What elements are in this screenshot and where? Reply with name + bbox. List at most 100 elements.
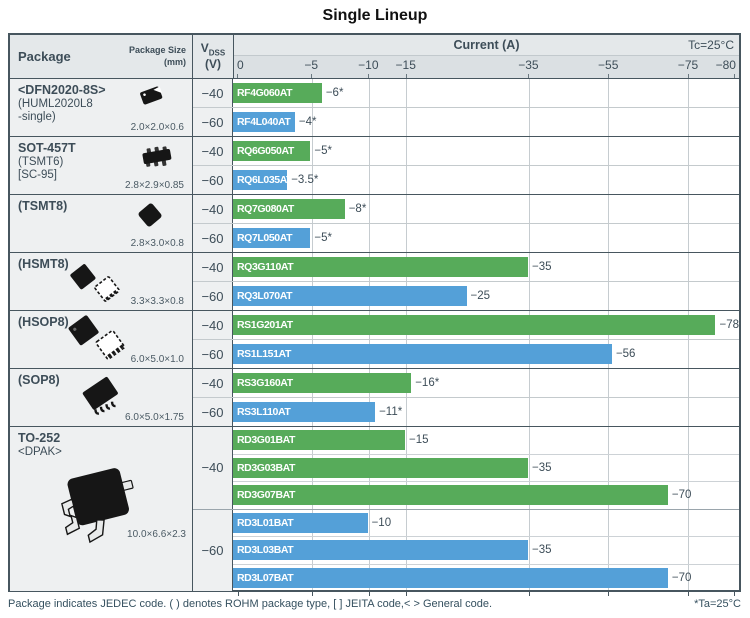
current-bar: RQ6L035AT: [233, 170, 288, 190]
package-cell: (SOP8) 6.0×5.0×1.75: [10, 369, 193, 426]
vdss-group: −40 RD3G01BAT −15 RD3G03BAT −35 RD3G07BAT −70: [193, 427, 739, 510]
sop8-package-icon: [76, 373, 128, 420]
bar-row: RS3L110AT −11*: [233, 398, 739, 426]
package-cell: (HSMT8) 3.3×3.3×0.8: [10, 253, 193, 310]
header-current-label: Current (A): [453, 38, 520, 52]
hsmt8-package-icon: [60, 261, 130, 310]
axis-tick-label: −55: [598, 58, 619, 72]
vdss-group: −40 RS3G160AT −16*: [193, 369, 739, 398]
footer-condition-note: *Ta=25°C: [694, 598, 741, 610]
package-row: (TSMT8) 2.8×3.0×0.8 −40 RQ7G080AT −8* −60 RQ7L…: [10, 195, 739, 253]
package-row-body: −40 RD3G01BAT −15 RD3G03BAT −35 RD3G07BAT −70−…: [193, 427, 739, 591]
bar-list: RS3L110AT −11*: [233, 398, 739, 426]
bar-row: RS1L151AT −56: [233, 340, 739, 368]
axis-tickmark: [312, 592, 314, 596]
vdss-group: −60 RD3L01BAT −10 RD3L03BAT −35 RD3L07BAT −70: [193, 509, 739, 592]
current-bar: RQ3G110AT: [233, 257, 528, 277]
current-bar: RS3G160AT: [233, 373, 412, 393]
package-size: 3.3×3.3×0.8: [130, 296, 184, 307]
package-size: 2.0×2.0×0.6: [130, 122, 184, 133]
current-value-label: −16*: [415, 377, 440, 389]
package-name: (HSOP8): [18, 315, 69, 329]
bar-row: RD3G01BAT −15: [233, 427, 739, 455]
bar-row: RD3L07BAT −70: [233, 565, 739, 592]
vdss-group: −60 RQ6L035AT −3.5*: [193, 166, 739, 194]
package-row: TO-252 <DPAK> 10.0×6.6×2.3 −40 RD3G01BAT −15 R…: [10, 427, 739, 591]
vdss-group: −60 RF4L040AT −4*: [193, 108, 739, 136]
header-condition-label: Tc=25°C: [688, 38, 734, 52]
current-bar: RD3G01BAT: [233, 430, 406, 451]
bar-list: RQ3L070AT −25: [233, 282, 739, 310]
axis-tickmark: [528, 592, 530, 596]
package-cell: (TSMT8) 2.8×3.0×0.8: [10, 195, 193, 252]
vdss-cell: −60: [193, 282, 233, 310]
vdss-cell: −60: [193, 398, 233, 426]
vdss-cell: −40: [193, 195, 233, 223]
bar-row: RQ7L050AT −5*: [233, 224, 739, 252]
vdss-cell: −60: [193, 166, 233, 194]
page-title: Single Lineup: [322, 7, 428, 24]
lineup-table: Package Package Size (mm) VDSS (V) Curre…: [8, 33, 741, 592]
sot457t-package-icon: [138, 143, 176, 176]
package-name: TO-252: [18, 431, 61, 445]
bar-row: RD3G03BAT −35: [233, 455, 739, 482]
package-row-body: −40 RS1G201AT −78 −60 RS1L151AT −56: [193, 311, 739, 368]
current-value-label: −15: [409, 434, 429, 447]
footer-note: Package indicates JEDEC code. ( ) denote…: [8, 598, 493, 610]
current-bar: RS1L151AT: [233, 344, 612, 364]
axis-tick-label: −5: [304, 58, 319, 72]
package-row-body: −40 RF4G060AT −6* −60 RF4L040AT −4*: [193, 79, 739, 136]
package-name: SOT-457T: [18, 141, 76, 155]
bar-row: RD3L03BAT −35: [233, 537, 739, 565]
vdss-cell: −40: [193, 427, 233, 509]
current-value-label: −56: [615, 348, 636, 360]
bar-row: RQ6L035AT −3.5*: [233, 166, 739, 194]
bar-list: RF4L040AT −4*: [233, 108, 739, 136]
current-value-label: −10: [371, 516, 392, 529]
footer: Package indicates JEDEC code. ( ) denote…: [8, 598, 741, 610]
part-number-label: RS3L110AT: [237, 406, 291, 418]
current-value-label: −70: [671, 489, 692, 502]
vdss-group: −60 RS3L110AT −11*: [193, 398, 739, 426]
part-number-label: RF4G060AT: [237, 87, 293, 99]
bar-list: RD3L01BAT −10 RD3L03BAT −35 RD3L07BAT −70: [233, 510, 739, 592]
axis-tickmark: [608, 74, 610, 78]
current-bar: RQ7G080AT: [233, 199, 345, 219]
vdss-group: −40 RS1G201AT −78: [193, 311, 739, 340]
vdss-group: −40 RQ3G110AT −35: [193, 253, 739, 282]
package-size: 10.0×6.6×2.3: [127, 529, 186, 540]
header-vdss-label: VDSS: [200, 40, 226, 58]
package-subname: (HUML2020L8: [18, 97, 93, 110]
current-bar: RD3L03BAT: [233, 540, 528, 561]
axis-tick-label: −10: [358, 58, 379, 72]
package-row: (HSOP8) 6.0×5.0×1.0 −40 RS1G201AT −78 −60 RS1L…: [10, 311, 739, 369]
bar-list: RQ3G110AT −35: [233, 253, 739, 281]
part-number-label: RD3G03BAT: [237, 461, 296, 474]
current-value-label: −35: [531, 461, 552, 474]
axis-tickmark: [368, 74, 370, 78]
part-number-label: RD3L01BAT: [237, 516, 294, 529]
current-bar: RQ6G050AT: [233, 141, 311, 161]
package-row: (SOP8) 6.0×5.0×1.75 −40 RS3G160AT −16* −60 RS3…: [10, 369, 739, 427]
package-subname: -single): [18, 111, 56, 124]
package-cell: TO-252 <DPAK> 10.0×6.6×2.3: [10, 427, 193, 591]
part-number-label: RQ7L050AT: [237, 232, 293, 244]
bar-row: RF4G060AT −6*: [233, 79, 739, 107]
current-bar: RD3G07BAT: [233, 485, 668, 506]
bar-row: RQ3G110AT −35: [233, 253, 739, 281]
part-number-label: RF4L040AT: [237, 116, 291, 128]
bar-list: RS1G201AT −78: [233, 311, 739, 339]
tsmt8-package-icon: [130, 199, 170, 236]
axis-tick-label: −35: [518, 58, 539, 72]
package-subname: <DPAK>: [18, 445, 62, 458]
current-bar: RD3G03BAT: [233, 457, 528, 478]
current-bar: RS3L110AT: [233, 402, 376, 422]
bar-row: RQ7G080AT −8*: [233, 195, 739, 223]
axis-tickmark: [528, 74, 530, 78]
package-name: (TSMT8): [18, 199, 68, 213]
current-bar: RD3L01BAT: [233, 512, 368, 533]
header-package-size-label: Package Size (mm): [128, 45, 186, 67]
part-number-label: RD3G07BAT: [237, 489, 296, 502]
part-number-label: RS1L151AT: [237, 348, 291, 360]
header-vdss-unit: (V): [205, 57, 221, 71]
